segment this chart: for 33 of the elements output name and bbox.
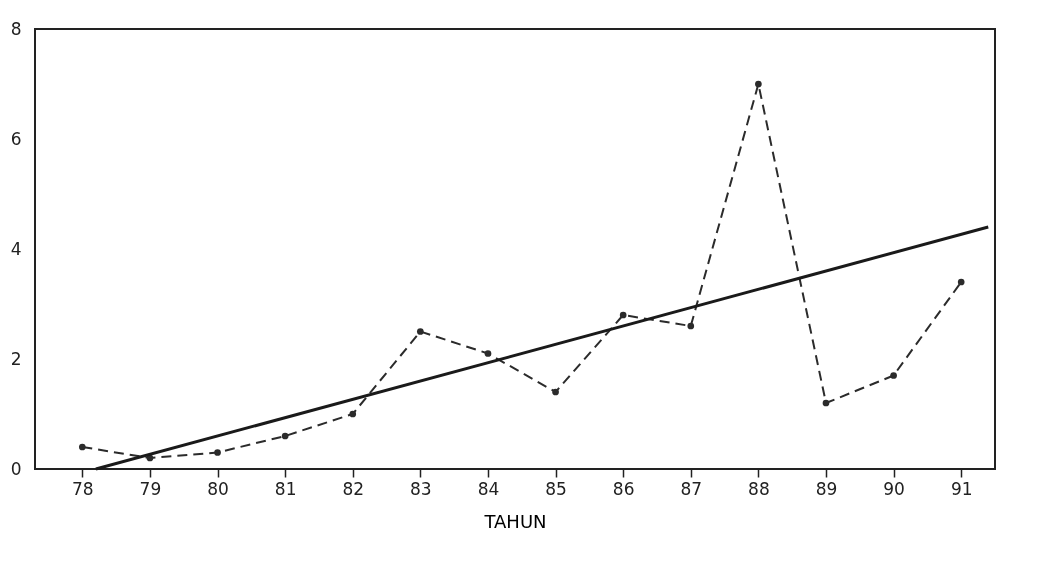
y-tick-label: 6 <box>10 128 22 149</box>
point <box>822 399 830 407</box>
x-tick-label: 85 <box>545 478 567 499</box>
point <box>687 322 695 330</box>
y-tick-label: 8 <box>10 18 22 39</box>
x-tick-label: 87 <box>680 478 703 499</box>
x-tick-label: 79 <box>139 478 162 499</box>
x-tick-label: 81 <box>274 478 297 499</box>
x-tick-label: 89 <box>815 478 838 499</box>
x-tick-label: 80 <box>207 478 229 499</box>
point <box>890 372 897 379</box>
point <box>484 350 492 357</box>
point <box>417 328 424 335</box>
y-tick-label: 4 <box>10 238 22 259</box>
y-tick-label: 0 <box>10 458 22 479</box>
point <box>755 80 762 88</box>
x-tick-label: 91 <box>950 478 973 499</box>
point <box>349 410 357 418</box>
x-tick-label: 78 <box>72 478 94 499</box>
point <box>281 432 289 440</box>
x-tick-label: 84 <box>477 478 500 499</box>
point <box>552 388 559 396</box>
x-axis-title: TAHUN <box>483 510 547 532</box>
x-tick-label: 88 <box>748 478 770 499</box>
x-tick-label: 86 <box>612 478 635 499</box>
point <box>957 278 965 286</box>
x-tick-label: 83 <box>410 478 432 499</box>
x-tick-label: 90 <box>883 478 905 499</box>
x-tick-label: 82 <box>342 478 365 499</box>
point <box>214 449 221 456</box>
point <box>619 311 627 319</box>
y-tick-label: 2 <box>10 348 22 369</box>
point <box>78 443 86 451</box>
